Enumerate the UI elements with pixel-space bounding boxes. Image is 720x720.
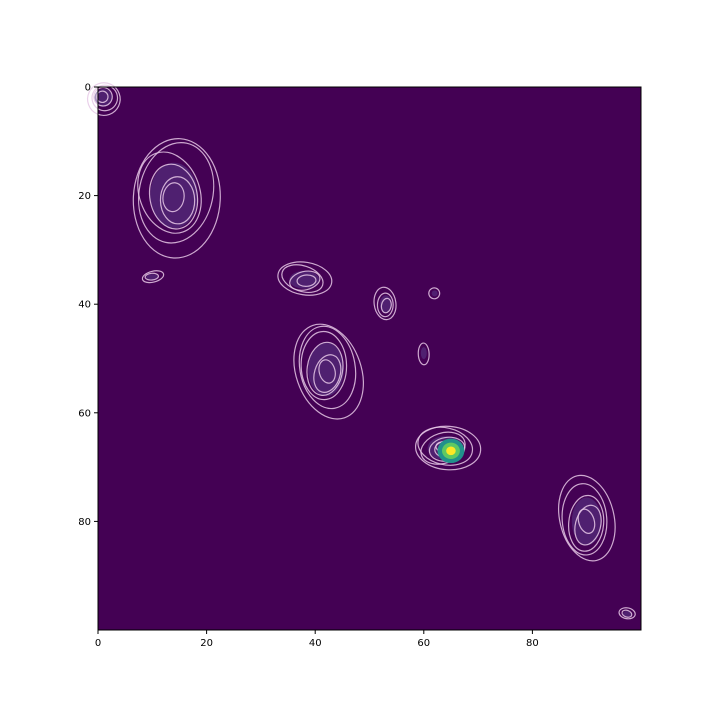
contour-line-0-3 [96,90,109,104]
x-axis: 0 20 40 60 80 [95,630,539,649]
contour-line-10-0 [618,607,636,620]
contour-line-7-1 [298,325,357,410]
contour-line-7-5 [318,359,336,384]
contour-layer [86,82,636,620]
x-tick-label-60: 60 [417,638,430,649]
contour-line-7-2 [300,330,348,401]
x-tick-label-0: 0 [95,638,101,649]
contour-line-2-0 [141,270,165,284]
x-tick-label-80: 80 [526,638,539,649]
contour-line-3-0 [277,261,333,296]
contour-line-0-1 [91,84,119,112]
contour-line-4-2 [380,297,392,314]
y-tick-label-40: 40 [78,300,91,311]
contour-line-9-3 [574,504,602,546]
contour-line-0-0 [86,82,121,116]
contour-line-1-5 [162,182,185,213]
contour-line-8-0 [414,425,482,471]
x-tick-label-20: 20 [200,638,213,649]
cluster-density-6 [420,347,427,360]
contour-line-0-2 [93,86,113,107]
contour-line-1-0 [132,138,221,259]
hotspot-layer [437,438,465,464]
contour-line-1-2 [137,151,202,234]
y-axis: 0 20 40 60 80 [78,83,98,528]
contour-line-10-1 [621,609,633,618]
cluster-density-9 [571,497,602,546]
cluster-density-4 [379,295,392,314]
cluster-density-10 [622,610,632,617]
contour-line-3-3 [296,274,317,287]
contour-line-5-0 [428,287,441,300]
contour-line-9-2 [568,494,605,552]
contour-line-1-3 [148,163,199,230]
y-tick-label-0: 0 [85,83,91,94]
contour-line-3-2 [289,270,321,291]
contour-line-9-1 [561,483,608,556]
cluster-density-2 [146,274,159,281]
contour-line-4-1 [376,292,394,318]
y-tick-label-60: 60 [78,408,91,419]
contour-line-1-4 [159,176,196,225]
contour-line-7-0 [293,323,364,420]
contour-line-9-4 [577,508,596,534]
contour-line-9-0 [558,474,616,562]
plot-area [86,82,642,631]
contour-line-1-1 [137,142,215,244]
y-tick-label-80: 80 [78,517,91,528]
contour-line-2-1 [144,272,160,281]
contour-line-7-4 [313,354,342,393]
hotspot-core [446,446,456,456]
cluster-density-0 [94,88,113,107]
contour-line-6-0 [417,342,430,366]
x-tick-label-40: 40 [309,638,322,649]
y-tick-label-20: 20 [78,191,91,202]
plot-frame [97,86,642,631]
contour-line-4-0 [373,286,397,321]
contour-line-7-3 [306,341,344,396]
cluster-density-5 [431,290,438,297]
